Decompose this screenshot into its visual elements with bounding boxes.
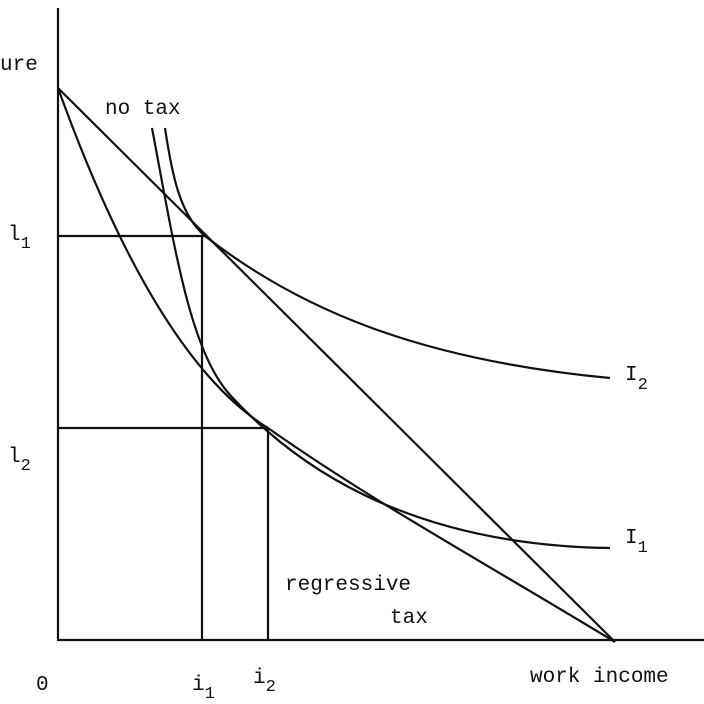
l2-label: l2 bbox=[8, 446, 31, 476]
x-axis-label: work income bbox=[530, 666, 669, 689]
I1-sub: 1 bbox=[638, 539, 648, 558]
I2-main: I bbox=[625, 364, 638, 387]
no-tax-budget-line bbox=[57, 87, 616, 643]
regressive-tax-budget bbox=[56, 87, 616, 643]
tax-label: tax bbox=[390, 607, 428, 630]
y-axis-label: ure bbox=[0, 54, 38, 77]
i1-sub: 1 bbox=[205, 685, 215, 704]
no-tax-label: no tax bbox=[105, 98, 181, 121]
indifference-I1 bbox=[150, 127, 611, 550]
I2-label: I2 bbox=[625, 364, 648, 395]
origin-label: 0 bbox=[36, 674, 49, 697]
regressive-label: regressive bbox=[285, 574, 411, 597]
i2-label: i2 bbox=[253, 667, 276, 697]
I1-main: I bbox=[625, 527, 638, 550]
indifference-I2 bbox=[163, 127, 611, 380]
l1-label: l1 bbox=[8, 224, 31, 254]
i1-main: i bbox=[192, 674, 205, 697]
i2-sub: 2 bbox=[266, 678, 276, 697]
i2-main: i bbox=[253, 667, 266, 690]
l1-sub: 1 bbox=[21, 235, 31, 254]
I1-label: I1 bbox=[625, 527, 648, 558]
l1-main: l bbox=[8, 224, 21, 247]
i1-label: i1 bbox=[192, 674, 215, 704]
l2-sub: 2 bbox=[21, 457, 31, 476]
l2-main: l bbox=[8, 446, 21, 469]
I2-sub: 2 bbox=[638, 376, 648, 395]
